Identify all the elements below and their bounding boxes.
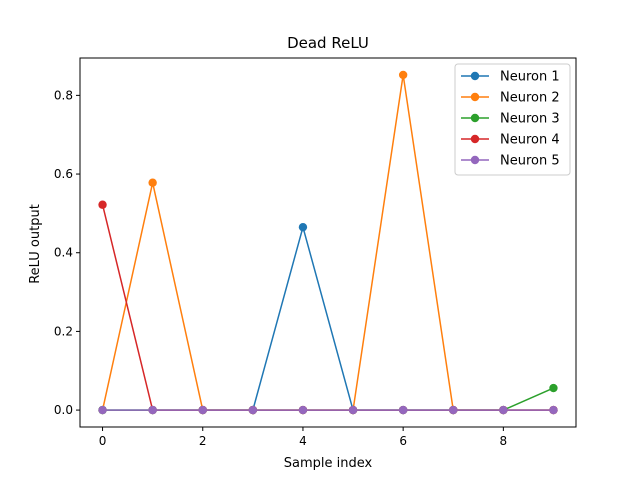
chart-title: Dead ReLU [287,34,369,52]
y-axis: 0.0 0.2 0.4 0.6 0.8 [54,88,80,417]
y-tick-label: 0.6 [54,167,73,181]
y-tick-label: 0.4 [54,246,73,260]
data-point [298,405,308,415]
series-layer [98,70,558,415]
x-axis-label: Sample index [284,456,373,471]
y-tick-label: 0.8 [54,88,73,102]
legend-item: Neuron 5 [461,154,560,169]
legend-label: Neuron 4 [500,133,560,148]
legend-marker [470,113,480,123]
x-tick-label: 6 [399,434,407,448]
y-axis-label: ReLU output [28,204,43,284]
legend-item: Neuron 3 [461,112,560,127]
legend-label: Neuron 1 [500,70,560,85]
legend-marker [470,92,480,102]
legend-label: Neuron 2 [500,91,560,106]
x-tick-label: 0 [99,434,107,448]
data-point [148,405,157,415]
legend-marker [470,134,480,144]
legend-label: Neuron 5 [500,154,560,169]
legend: Neuron 1 Neuron 2 Neuron 3 Neuron 4 Neuron 5 [454,63,571,176]
legend-item: Neuron 1 [461,70,560,85]
legend-box [454,63,571,176]
y-tick-label: 0.2 [54,324,73,338]
data-point [398,405,408,415]
legend-item: Neuron 2 [461,91,560,106]
y-tick-label: 0.0 [54,403,73,417]
x-tick-label: 4 [299,434,307,448]
data-point [549,383,558,393]
legend-label: Neuron 3 [500,112,560,127]
data-point [98,200,107,209]
data-point [148,178,157,187]
data-point [549,405,558,415]
data-point [198,405,207,415]
x-tick-label: 2 [199,434,207,448]
data-point [449,405,458,415]
data-point [348,405,358,415]
legend-marker [470,155,480,165]
data-point [298,222,308,232]
legend-item: Neuron 4 [461,133,560,148]
axes-frame [79,57,577,428]
series-5 [98,405,558,415]
data-point [398,70,408,80]
x-tick-label: 8 [500,434,508,448]
data-point [499,405,508,415]
data-point [98,405,107,415]
data-point [248,405,258,415]
x-axis: 0 2 4 6 8 [99,427,507,448]
legend-marker [470,71,480,81]
